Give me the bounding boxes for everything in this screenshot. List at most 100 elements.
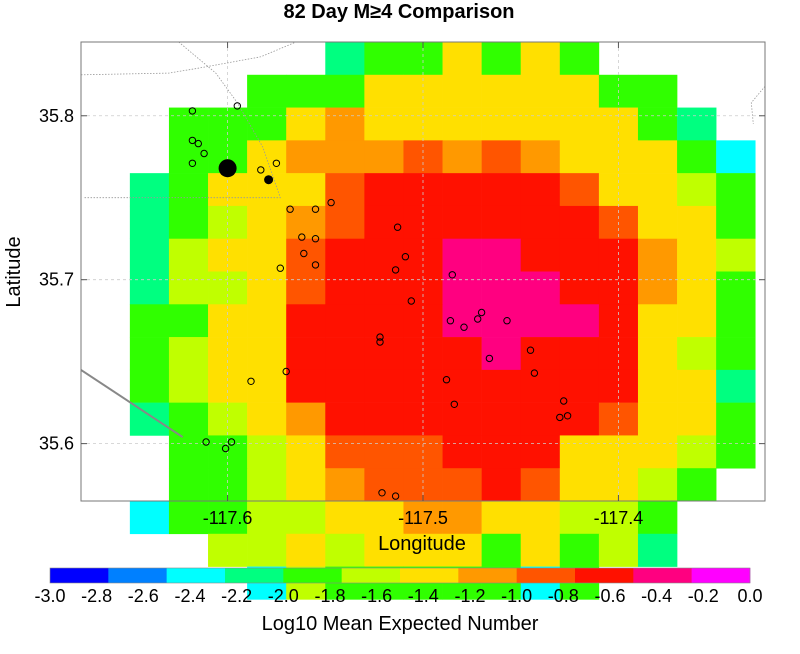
heatmap-cell: [637, 205, 678, 240]
colorbar-label: Log10 Mean Expected Number: [262, 613, 539, 635]
earthquake-medium: [264, 175, 274, 185]
heatmap-cell: [364, 42, 404, 76]
heatmap-cell: [403, 501, 443, 535]
heatmap-cell: [168, 369, 209, 403]
heatmap-cell: [442, 107, 482, 141]
heatmap-cell: [325, 369, 365, 403]
earthquake-small: [474, 315, 482, 323]
fault-lines: [80, 41, 766, 438]
heatmap-cell: [403, 533, 443, 567]
heatmap-cell: [129, 173, 170, 207]
heatmap-cell: [716, 435, 756, 469]
heatmap-cell: [637, 304, 678, 338]
heatmap-cell: [286, 402, 326, 436]
heatmap-cell: [677, 205, 717, 240]
heatmap-cell: [481, 369, 522, 403]
heatmap-cell: [520, 107, 561, 141]
heatmap-cell: [637, 468, 678, 502]
heatmap-cell: [247, 140, 287, 174]
heatmap-cell: [716, 173, 756, 207]
earthquake-small: [393, 223, 402, 231]
heatmap-cell: [286, 205, 326, 240]
earthquake-small: [200, 149, 208, 158]
heatmap-cell: [677, 238, 717, 272]
earthquake-small: [526, 346, 535, 354]
heatmap-cell: [364, 107, 404, 141]
heatmap-cell: [481, 140, 522, 174]
earthquake-small: [407, 297, 415, 305]
heatmap-cell: [286, 238, 326, 272]
heatmap-cell: [168, 501, 209, 535]
heatmap-cell: [325, 140, 365, 174]
heatmap-cell: [325, 74, 365, 108]
heatmap-cell: [286, 435, 326, 469]
chart-title: 82 Day M≥4 Comparison: [283, 1, 514, 23]
heatmap-cell: [325, 271, 365, 305]
heatmap-cell: [637, 369, 678, 403]
heatmap-cell: [637, 501, 678, 535]
earthquake-small: [391, 492, 400, 500]
heatmap-cell: [716, 238, 756, 272]
colorbar-swatch: [341, 568, 401, 583]
heatmap-cell: [481, 402, 522, 436]
heatmap-cell: [716, 140, 756, 174]
earthquake-small: [448, 271, 456, 279]
earthquake-small: [376, 333, 384, 341]
heatmap-cell: [403, 107, 443, 141]
heatmap-cell: [325, 107, 365, 141]
heatmap-cell: [129, 337, 170, 371]
heatmap-cell: [403, 402, 443, 436]
heatmap-cell: [168, 205, 209, 240]
heatmap-cell: [325, 337, 365, 371]
earthquake-small: [477, 308, 486, 317]
heatmap-cell: [559, 435, 600, 469]
heatmap-cell: [286, 533, 326, 567]
earthquake-small: [227, 438, 236, 446]
heatmap-cell: [247, 402, 287, 436]
heatmap-cell: [129, 238, 170, 272]
heatmap-cell: [637, 238, 678, 272]
heatmap-cell: [325, 435, 365, 469]
heatmap-cell: [598, 107, 639, 141]
earthquake-small: [503, 317, 511, 325]
heatmap-cell: [559, 42, 600, 76]
heatmap-cell: [481, 271, 522, 305]
heatmap-cell: [442, 238, 482, 272]
heatmap-cell: [559, 140, 600, 174]
heatmap-cell: [286, 369, 326, 403]
heatmap-cell: [442, 205, 482, 240]
colorbar-swatch: [225, 568, 284, 583]
earthquake-small: [282, 367, 290, 376]
earthquake-small: [272, 159, 281, 168]
earthquake-small: [286, 205, 294, 213]
heatmap-cell: [520, 468, 561, 502]
x-axis-label: Longitude: [378, 533, 466, 555]
y-tick-label: 35.7: [39, 270, 74, 290]
heatmap-cell: [364, 337, 404, 371]
colorbar-tick-label: -1.2: [454, 586, 485, 606]
heatmap-cell: [168, 107, 209, 141]
colorbar-tick-label: -1.8: [314, 586, 345, 606]
colorbar-tick-label: 0.0: [737, 586, 762, 606]
fault-line: [80, 41, 297, 76]
heatmap-cell: [716, 369, 756, 403]
earthquake-small: [188, 136, 197, 145]
heatmap-cell: [364, 238, 404, 272]
heatmap-cell: [598, 173, 639, 207]
heatmap-cell: [481, 533, 522, 567]
heatmap-cell: [481, 337, 522, 371]
colorbar-swatch: [575, 568, 634, 583]
x-tick-label: -117.4: [594, 508, 644, 528]
heatmap-cell: [677, 173, 717, 207]
heatmap-cell: [129, 501, 170, 535]
colorbar-tick-label: -1.4: [408, 586, 439, 606]
heatmap-cell: [168, 435, 209, 469]
heatmap-cell: [520, 435, 561, 469]
heatmap-cell: [325, 468, 365, 502]
heatmap-cell: [208, 402, 248, 436]
heatmap-cell: [442, 435, 482, 469]
earthquake-small: [221, 444, 230, 453]
map-area: [129, 42, 756, 600]
heatmap-cell: [364, 74, 404, 108]
